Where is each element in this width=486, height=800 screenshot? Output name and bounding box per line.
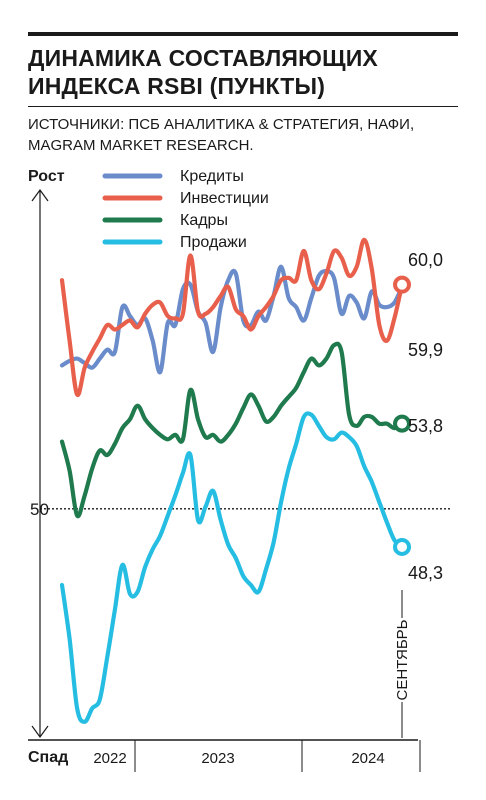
september-label: СЕНТЯБРЬ (394, 619, 411, 700)
y-axis-arrow-up (31, 188, 49, 202)
source-line-1: ИСТОЧНИКИ: ПСБ АНАЛИТИКА & СТРАТЕГИЯ, НА… (28, 116, 415, 133)
x-tick-label-2023: 2023 (201, 750, 234, 767)
value-labels: 60,0 59,9 53,8 48,3 (393, 250, 443, 583)
end-value-label-2: 60,0 (408, 250, 443, 270)
title-line-1: ДИНАМИКА СОСТАВЛЯЮЩИХ (28, 45, 378, 71)
series-lines (59, 237, 405, 724)
reference-label-50: 50 (30, 500, 49, 519)
end-value-label-1: 59,9 (408, 340, 443, 360)
end-marker-4 (393, 537, 411, 556)
title-divider (28, 106, 458, 107)
series-line-3 (59, 341, 405, 519)
legend: Кредиты Инвестиции Кадры Продажи (102, 168, 269, 251)
y-axis-top-label: Рост (28, 168, 65, 185)
y-axis-bottom-label: Спад (28, 749, 68, 766)
legend-label-3: Кадры (180, 212, 228, 229)
x-tick-label-2022: 2022 (93, 750, 126, 767)
legend-label-4: Продажи (180, 234, 247, 251)
axes: Рост Спад 50 2022 2023 2024 СЕНТЯБРЬ (28, 168, 452, 772)
end-marker-3 (393, 414, 411, 433)
title-line-2: ИНДЕКСА RSBI (ПУНКТЫ) (28, 73, 326, 99)
x-tick-label-2024: 2024 (351, 750, 384, 767)
source-note: ИСТОЧНИКИ: ПСБ АНАЛИТИКА & СТРАТЕГИЯ, НА… (28, 114, 458, 156)
series-line-4 (59, 411, 405, 724)
end-value-label-3: 53,8 (408, 416, 443, 436)
end-marker-2 (393, 275, 411, 294)
y-axis-arrow-down (31, 725, 49, 739)
series-line-2 (59, 237, 405, 398)
legend-label-1: Кредиты (180, 168, 244, 185)
end-value-label-4: 48,3 (408, 563, 443, 583)
legend-label-2: Инвестиции (180, 190, 269, 207)
source-line-2: MAGRAM MARKET RESEARCH. (28, 137, 254, 154)
series-line-1 (59, 264, 405, 375)
top-rule (28, 32, 458, 36)
chart-title: ДИНАМИКА СОСТАВЛЯЮЩИХ ИНДЕКСА RSBI (ПУНК… (28, 44, 458, 100)
